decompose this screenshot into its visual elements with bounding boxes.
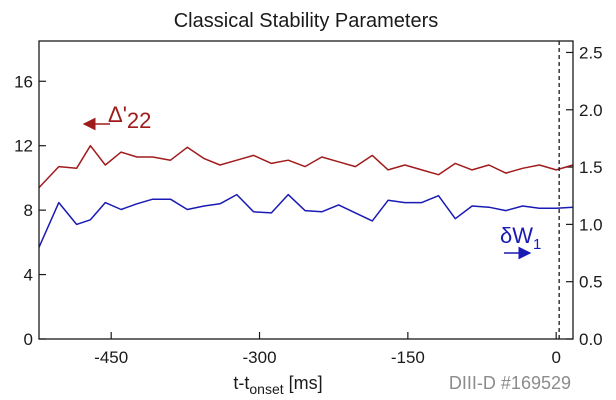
x-axis-label: t-tonset [ms] — [233, 373, 322, 397]
x-tick-label: -150 — [391, 348, 425, 367]
y-right-tick-label: 2.5 — [579, 43, 603, 62]
ticks-and-lines — [39, 51, 573, 340]
series-lines — [38, 144, 574, 248]
x-tick-label: -300 — [243, 348, 277, 367]
y-right-tick-label: 0.5 — [579, 273, 603, 292]
y-right-tick-label: 1.5 — [579, 158, 603, 177]
y-right-tick-label: 1.0 — [579, 215, 603, 234]
y-left-tick-label: 0 — [24, 330, 33, 349]
series-label-delta22: Δ'22 — [108, 102, 151, 133]
series-label-dw1: δW1 — [500, 223, 541, 253]
plot-frame — [38, 40, 574, 340]
chart-title: Classical Stability Parameters — [174, 10, 439, 32]
x-tick-labels: -450 -300 -150 0 — [94, 348, 561, 367]
y-left-tick-labels: 0 4 8 12 16 — [14, 72, 33, 349]
y-left-tick-label: 16 — [14, 72, 33, 91]
series-line-delta22 — [38, 144, 574, 189]
series-line-dw1 — [38, 193, 574, 248]
x-tick-label: -450 — [94, 348, 128, 367]
source-annotation: DIII-D #169529 — [449, 373, 571, 393]
y-right-tick-labels: 0.0 0.5 1.0 1.5 2.0 2.5 — [579, 43, 603, 349]
y-right-tick-label: 2.0 — [579, 101, 603, 120]
y-left-tick-label: 8 — [24, 201, 33, 220]
y-right-tick-label: 0.0 — [579, 330, 603, 349]
x-tick-label: 0 — [551, 348, 560, 367]
y-left-tick-label: 12 — [14, 137, 33, 156]
y-left-tick-label: 4 — [24, 266, 33, 285]
